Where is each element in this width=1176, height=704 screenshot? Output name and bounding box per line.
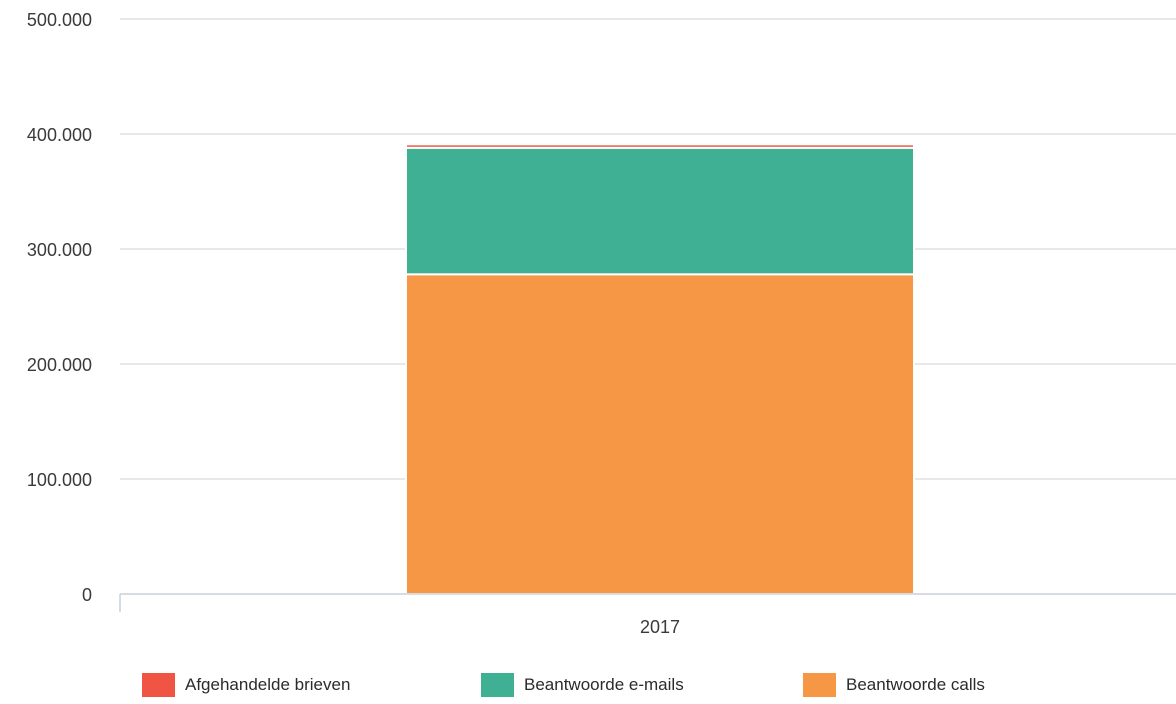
legend-item-beantwoorde-e-mails[interactable]: Beantwoorde e-mails [481, 672, 684, 698]
legend-label: Beantwoorde calls [846, 675, 985, 694]
legend-item-beantwoorde-calls[interactable]: Beantwoorde calls [803, 672, 985, 698]
chart-plot: 0 100.000 200.000 300.000 400.000 500.000 201… [27, 10, 1176, 637]
legend-swatch [803, 673, 836, 697]
y-tick-label: 400.000 [27, 125, 92, 145]
legend-item-afgehandelde-brieven[interactable]: Afgehandelde brieven [142, 672, 350, 698]
y-tick-label: 200.000 [27, 355, 92, 375]
y-tick-label: 100.000 [27, 470, 92, 490]
bar-segment [405, 146, 915, 276]
legend-swatch [481, 673, 514, 697]
bar-segment [405, 143, 915, 149]
legend: Afgehandelde brieven Beantwoorde e-mails… [0, 672, 1176, 704]
y-tick-label: 500.000 [27, 10, 92, 30]
bar-segment [405, 273, 915, 595]
y-tick-label: 300.000 [27, 240, 92, 260]
y-axis-ticks: 0 100.000 200.000 300.000 400.000 500.000 [27, 10, 92, 605]
legend-label: Beantwoorde e-mails [524, 675, 684, 694]
legend-label: Afgehandelde brieven [185, 675, 351, 694]
x-tick-label: 2017 [640, 617, 680, 637]
y-tick-label: 0 [82, 585, 92, 605]
x-axis: 2017 [119, 593, 1176, 637]
legend-swatch [142, 673, 175, 697]
bars [405, 143, 915, 595]
